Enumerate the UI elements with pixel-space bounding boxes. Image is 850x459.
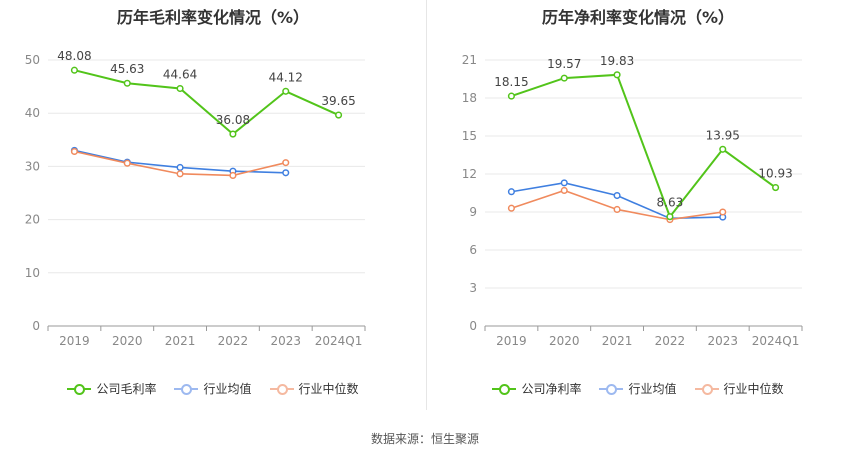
data-label: 48.08 <box>57 49 91 63</box>
x-tick-label: 2020 <box>112 334 143 348</box>
data-point <box>229 171 237 179</box>
x-tick-label: 2021 <box>602 334 633 348</box>
x-tick-label: 2023 <box>270 334 301 348</box>
legend-label: 公司净利率 <box>521 382 582 396</box>
data-label: 39.65 <box>321 94 355 108</box>
y-tick-label: 30 <box>25 159 40 173</box>
legend-item-industry-median[interactable]: 行业中位数 <box>269 380 359 397</box>
data-point <box>613 205 621 214</box>
data-point <box>772 184 780 192</box>
data-point <box>560 186 568 195</box>
y-tick-label: 18 <box>462 91 477 105</box>
legend-label: 公司毛利率 <box>96 382 157 396</box>
y-tick-label: 10 <box>25 266 40 280</box>
legend-label: 行业均值 <box>628 382 677 396</box>
data-point <box>282 169 290 177</box>
y-tick-label: 15 <box>462 129 477 143</box>
x-tick-label: 2020 <box>549 334 580 348</box>
data-point <box>70 147 78 156</box>
chart-legend: 公司净利率 行业均值 行业中位数 <box>426 380 850 397</box>
y-tick-label: 20 <box>25 213 40 227</box>
y-tick-label: 50 <box>25 53 40 67</box>
data-point <box>613 191 621 200</box>
legend-item-company[interactable]: 公司净利率 <box>492 380 581 397</box>
net-margin-chart: 0 3 6 9 12 15 18 21 2019 2020 2021 2022 2023 2024Q1 18… <box>462 53 803 348</box>
data-point <box>282 159 290 167</box>
legend-swatch-icon <box>269 383 294 395</box>
legend-swatch-icon <box>599 383 624 395</box>
legend-label: 行业均值 <box>203 382 252 396</box>
chart-title: 历年净利率变化情况（%） <box>541 8 735 27</box>
x-tick-label: 2021 <box>165 334 196 348</box>
legend-swatch-icon <box>174 383 199 395</box>
data-label: 36.08 <box>216 113 250 127</box>
legend-item-company[interactable]: 公司毛利率 <box>67 380 156 397</box>
data-point <box>507 204 515 212</box>
x-tick-label: 2022 <box>218 334 249 348</box>
data-point <box>123 159 131 167</box>
series-line <box>511 73 777 219</box>
legend-swatch-icon <box>694 383 719 395</box>
data-point <box>282 87 290 95</box>
data-label: 18.15 <box>494 75 528 89</box>
y-tick-label: 0 <box>32 319 40 333</box>
net-margin-panel: 历年净利率变化情况（%） 0 3 6 9 12 15 18 21 2019 2020 2021 202… <box>426 0 850 410</box>
data-label: 19.57 <box>547 57 581 71</box>
data-point <box>176 170 184 178</box>
data-point <box>560 74 568 82</box>
y-tick-label: 21 <box>462 53 477 67</box>
data-point <box>70 66 78 74</box>
legend-label: 行业中位数 <box>298 382 359 396</box>
data-label: 10.93 <box>758 167 792 181</box>
data-point <box>176 163 184 172</box>
data-point <box>719 145 727 153</box>
data-label: 19.83 <box>600 54 634 68</box>
chart-legend: 公司毛利率 行业均值 行业中位数 <box>0 380 426 397</box>
data-point <box>123 79 131 87</box>
data-point <box>719 208 727 216</box>
y-tick-label: 3 <box>469 281 477 295</box>
gross-margin-panel: 历年毛利率变化情况（%） 0 10 20 30 40 50 2019 2020 2021 2022… <box>0 0 426 410</box>
data-point <box>507 188 515 196</box>
data-point <box>176 84 184 93</box>
x-tick-label: 2019 <box>496 334 527 348</box>
x-tick-label: 2024Q1 <box>752 334 800 348</box>
data-point <box>613 71 621 79</box>
panel-divider <box>426 0 427 410</box>
legend-item-industry-mean[interactable]: 行业均值 <box>599 380 677 397</box>
x-tick-label: 2022 <box>655 334 686 348</box>
data-point <box>560 179 568 187</box>
legend-item-industry-median[interactable]: 行业中位数 <box>694 380 784 397</box>
data-point <box>335 111 343 119</box>
y-tick-label: 6 <box>469 243 477 257</box>
data-label: 13.95 <box>706 128 740 142</box>
legend-swatch-icon <box>492 383 517 395</box>
legend-item-industry-mean[interactable]: 行业均值 <box>174 380 252 397</box>
data-point <box>666 213 674 221</box>
data-label: 44.12 <box>269 70 303 84</box>
y-tick-label: 0 <box>469 319 477 333</box>
gross-margin-chart: 0 10 20 30 40 50 2019 2020 2021 2022 2023 2024Q1 48.… <box>25 49 366 348</box>
y-tick-label: 9 <box>469 205 477 219</box>
legend-swatch-icon <box>67 383 92 395</box>
data-label: 8.63 <box>657 196 684 210</box>
data-label: 45.63 <box>110 62 144 76</box>
data-point <box>507 92 515 100</box>
x-tick-label: 2023 <box>707 334 738 348</box>
y-tick-label: 40 <box>25 106 40 120</box>
series-line <box>74 69 339 136</box>
data-point <box>229 130 237 138</box>
source-note: 数据来源：恒生聚源 <box>370 432 479 446</box>
data-label: 44.64 <box>163 68 197 82</box>
chart-title: 历年毛利率变化情况（%） <box>116 8 310 27</box>
legend-label: 行业中位数 <box>723 382 784 396</box>
x-tick-label: 2024Q1 <box>315 334 363 348</box>
y-tick-label: 12 <box>462 167 477 181</box>
x-tick-label: 2019 <box>59 334 90 348</box>
